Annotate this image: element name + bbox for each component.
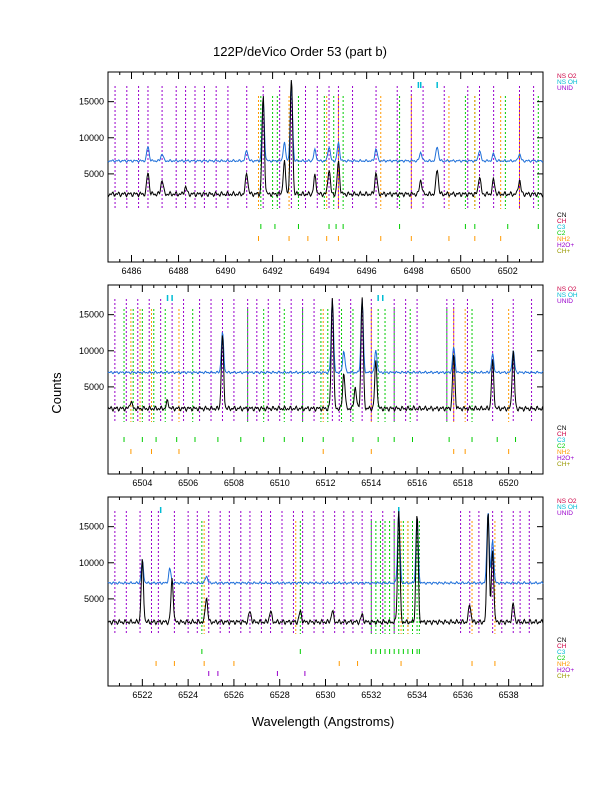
x-tick-label: 6494 xyxy=(310,266,330,276)
x-tick-label: 6506 xyxy=(178,478,198,488)
series-model xyxy=(107,84,544,163)
panel-frame xyxy=(107,71,544,263)
x-tick-label: 6516 xyxy=(407,478,427,488)
panel-top: 5000 10000 15000 6486 6488 6490 6492 6494 6496 64… xyxy=(79,71,578,276)
legend-top-entry: UNID xyxy=(557,510,573,517)
x-tick-label: 6512 xyxy=(315,478,335,488)
y-axis-label: Counts xyxy=(49,372,64,414)
legend-bottom-entry: C3 xyxy=(557,437,566,444)
legend-top-entry: NS O2 xyxy=(557,73,577,80)
legend-bottom-entry: CN xyxy=(557,637,567,644)
x-axis-label: Wavelength (Angstroms) xyxy=(252,714,395,729)
panel-frame xyxy=(107,284,544,475)
series-data xyxy=(107,79,544,198)
x-tick-label: 6538 xyxy=(499,690,519,700)
x-tick-label: 6518 xyxy=(453,478,473,488)
series-model xyxy=(107,511,544,586)
x-tick-label: 6532 xyxy=(361,690,381,700)
legend-bottom-entry: C3 xyxy=(557,649,566,656)
legend-bottom-entry: CN xyxy=(557,425,567,432)
legend-bottom-entry: CH xyxy=(557,431,567,438)
x-tick-label: 6528 xyxy=(270,690,290,700)
legend-top-entry: NS OH xyxy=(557,79,578,86)
legend-top-entry: NS OH xyxy=(557,504,578,511)
legend-bottom-entry: H2O+ xyxy=(557,455,574,462)
x-tick-label: 6514 xyxy=(361,478,381,488)
x-tick-label: 6534 xyxy=(407,690,427,700)
x-tick-label: 6530 xyxy=(315,690,335,700)
x-tick-label: 6536 xyxy=(453,690,473,700)
chart-title: 122P/deVico Order 53 (part b) xyxy=(213,44,387,59)
legend-bottom-entry: NH2 xyxy=(557,449,570,456)
y-tick-label: 5000 xyxy=(84,169,104,179)
legend-top-entry: NS O2 xyxy=(557,286,577,293)
x-tick-label: 6520 xyxy=(499,478,519,488)
x-tick-label: 6492 xyxy=(263,266,283,276)
legend-top-entry: NS OH xyxy=(557,292,578,299)
x-tick-label: 6508 xyxy=(224,478,244,488)
legend-top-entry: UNID xyxy=(557,85,573,92)
series-model xyxy=(107,300,544,375)
x-tick-label: 6488 xyxy=(169,266,189,276)
panel-middle: 5000 10000 15000 6504 6506 6508 6510 6512 6514 65… xyxy=(79,284,578,488)
legend-bottom-entry: CH xyxy=(557,643,567,650)
y-tick-label: 15000 xyxy=(79,522,104,532)
x-tick-label: 6502 xyxy=(498,266,518,276)
x-tick-label: 6504 xyxy=(132,478,152,488)
legend-bottom-entry: CN xyxy=(557,212,567,219)
y-tick-label: 15000 xyxy=(79,310,104,320)
panel-bottom: 5000 10000 15000 6522 6524 6526 6528 6530 6532 65… xyxy=(79,496,578,700)
x-tick-label: 6496 xyxy=(357,266,377,276)
panels: 5000 10000 15000 6486 6488 6490 6492 6494 6496 64… xyxy=(79,71,578,700)
x-tick-label: 6526 xyxy=(224,690,244,700)
y-tick-label: 10000 xyxy=(79,346,104,356)
legend-bottom-entry: C2 xyxy=(557,230,566,237)
legend-bottom-entry: CH xyxy=(557,218,567,225)
x-tick-label: 6510 xyxy=(270,478,290,488)
y-tick-label: 5000 xyxy=(84,594,104,604)
legend-bottom-entry: C2 xyxy=(557,443,566,450)
x-tick-label: 6490 xyxy=(216,266,236,276)
x-tick-label: 6498 xyxy=(404,266,424,276)
y-tick-label: 5000 xyxy=(84,382,104,392)
x-tick-label: 6524 xyxy=(178,690,198,700)
legend-top-entry: UNID xyxy=(557,298,573,305)
y-tick-label: 10000 xyxy=(79,133,104,143)
x-tick-label: 6522 xyxy=(132,690,152,700)
legend-bottom-entry: H2O+ xyxy=(557,667,574,674)
legend-bottom-entry: CH+ xyxy=(557,461,570,468)
series-data xyxy=(107,297,544,413)
y-tick-label: 15000 xyxy=(79,97,104,107)
series-data xyxy=(107,511,544,626)
legend-bottom-entry: CH+ xyxy=(557,673,570,680)
legend-bottom-entry: NH2 xyxy=(557,236,570,243)
legend-bottom-entry: C2 xyxy=(557,655,566,662)
x-tick-label: 6500 xyxy=(451,266,471,276)
legend-bottom-entry: H2O+ xyxy=(557,242,574,249)
legend-bottom-entry: NH2 xyxy=(557,661,570,668)
y-tick-label: 10000 xyxy=(79,558,104,568)
x-tick-label: 6486 xyxy=(121,266,141,276)
legend-bottom-entry: C3 xyxy=(557,224,566,231)
legend-top-entry: NS O2 xyxy=(557,498,577,505)
legend-bottom-entry: CH+ xyxy=(557,248,570,255)
